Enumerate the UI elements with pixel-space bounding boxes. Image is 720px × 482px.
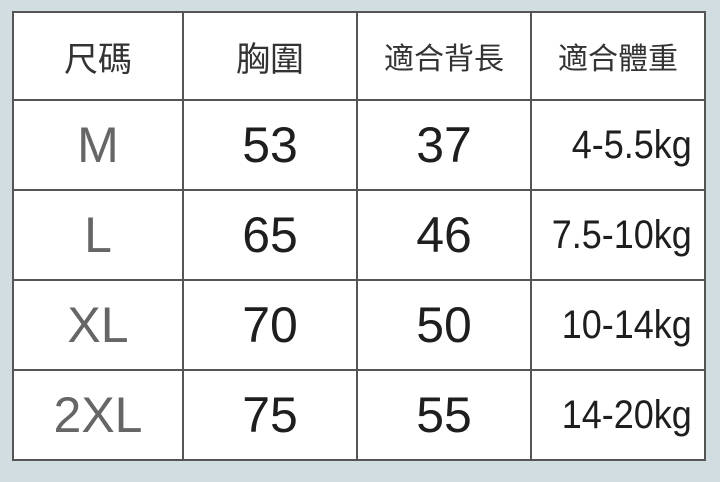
header-back-length: 適合背長 <box>356 11 532 101</box>
table-row: M 53 37 4-5.5kg <box>12 99 705 191</box>
back-length-cell: 50 <box>356 279 532 371</box>
weight-cell: 10-14kg <box>538 279 698 371</box>
weight-cell: 7.5-10kg <box>538 189 698 281</box>
table-row: L 65 46 7.5-10kg <box>12 189 705 281</box>
size-cell: 2XL <box>12 369 184 461</box>
size-cell: L <box>12 189 184 281</box>
weight-cell: 4-5.5kg <box>538 99 698 191</box>
chest-cell: 53 <box>182 99 358 191</box>
chest-cell: 70 <box>182 279 358 371</box>
header-chest: 胸圍 <box>182 11 358 101</box>
chest-cell: 65 <box>182 189 358 281</box>
table-row: XL 70 50 10-14kg <box>12 279 705 371</box>
back-length-cell: 46 <box>356 189 532 281</box>
header-size: 尺碼 <box>12 11 184 101</box>
back-length-cell: 37 <box>356 99 532 191</box>
header-weight: 適合體重 <box>530 11 706 101</box>
size-cell: XL <box>12 279 184 371</box>
table-row: 2XL 75 55 14-20kg <box>12 369 705 461</box>
chest-cell: 75 <box>182 369 358 461</box>
size-cell: M <box>12 99 184 191</box>
weight-cell: 14-20kg <box>538 369 698 461</box>
size-chart-table: 尺碼 胸圍 適合背長 適合體重 M 53 37 4-5.5kg L 65 46 … <box>12 11 706 461</box>
header-row: 尺碼 胸圍 適合背長 適合體重 <box>12 11 706 101</box>
back-length-cell: 55 <box>356 369 532 461</box>
